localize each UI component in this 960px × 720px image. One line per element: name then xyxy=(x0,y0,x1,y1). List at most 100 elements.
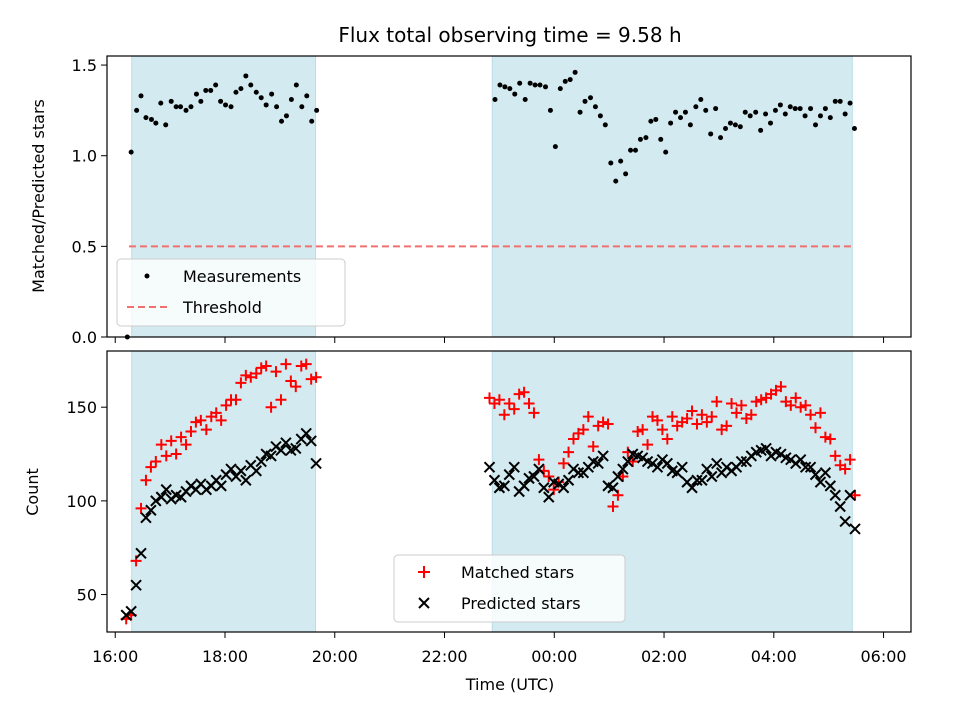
predicted-stars-point xyxy=(483,461,496,473)
predicted-stars-point xyxy=(150,495,162,507)
matched-stars-point xyxy=(265,401,277,413)
measurements-point xyxy=(713,106,719,112)
matched-stars-point xyxy=(567,433,579,445)
matched-stars-point xyxy=(230,394,242,406)
xtick-label: 02:00 xyxy=(641,647,687,666)
matched-stars-point xyxy=(508,403,520,415)
predicted-stars-point xyxy=(809,468,822,481)
matched-stars-point xyxy=(498,409,510,421)
matched-stars-point xyxy=(651,414,663,426)
measurements-point xyxy=(542,84,548,90)
measurements-point xyxy=(763,111,769,117)
measurements-point xyxy=(238,86,244,92)
measurements-point xyxy=(203,87,209,93)
measurements-point xyxy=(648,118,654,124)
bottom-shaded-period-0 xyxy=(131,350,317,633)
measurements-point xyxy=(687,122,693,128)
measurements-point xyxy=(208,87,214,93)
matched-stars-point xyxy=(145,461,157,473)
bottom-panel: 50 100 150 16:00 18:00 20:00 22:00 00:00 02:00 0… xyxy=(23,350,912,694)
measurements-point xyxy=(269,91,275,97)
matched-stars-point xyxy=(800,399,812,411)
predicted-stars-point xyxy=(676,461,688,473)
measurements-point xyxy=(602,122,608,128)
predicted-stars-point xyxy=(305,435,317,447)
predicted-stars-point xyxy=(706,470,718,483)
measurements-point xyxy=(808,106,814,112)
legend-measurements-label: Measurements xyxy=(183,267,301,286)
predicted-stars-point xyxy=(488,474,501,486)
measurements-point xyxy=(668,120,674,126)
measurements-point xyxy=(128,149,134,155)
matched-stars-point xyxy=(260,360,272,372)
matched-stars-point xyxy=(735,399,747,411)
predicted-stars-point xyxy=(829,489,841,501)
matched-stars-point xyxy=(795,401,807,413)
matched-stars-point xyxy=(814,407,826,419)
measurements-point xyxy=(623,171,629,177)
matched-stars-point xyxy=(721,420,733,432)
measurements-point xyxy=(532,82,538,88)
measurements-point xyxy=(628,147,634,153)
measurements-point xyxy=(228,104,234,110)
matched-stars-point xyxy=(582,411,594,423)
measurements-point xyxy=(802,113,808,119)
predicted-stars-point xyxy=(735,455,748,468)
matched-stars-point xyxy=(607,500,619,512)
matched-stars-point xyxy=(632,426,644,438)
matched-stars-point xyxy=(661,433,673,445)
matched-stars-point xyxy=(785,399,797,411)
measurements-point xyxy=(193,91,199,97)
matched-stars-point xyxy=(503,397,515,409)
matched-stars-point xyxy=(250,367,262,379)
measurements-point xyxy=(658,136,664,142)
predicted-stars-point xyxy=(508,461,520,473)
matched-stars-point xyxy=(528,407,540,419)
measurements-point xyxy=(768,120,774,126)
predicted-stars-point xyxy=(844,489,856,501)
predicted-stars-point xyxy=(215,480,227,492)
matched-stars-point xyxy=(175,431,187,443)
measurements-point xyxy=(637,136,643,142)
matched-stars-point xyxy=(305,373,317,385)
measurements-point xyxy=(753,109,759,115)
measurements-point xyxy=(314,107,320,113)
matched-stars-point xyxy=(135,502,147,514)
matched-stars-point xyxy=(513,388,525,400)
predicted-stars-point xyxy=(814,476,827,488)
matched-stars-point xyxy=(190,416,202,428)
measurements-point xyxy=(522,97,528,103)
xtick-label: 18:00 xyxy=(202,647,248,666)
matched-stars-point xyxy=(543,471,555,483)
predicted-stars-point xyxy=(701,463,713,475)
measurements-point xyxy=(737,124,743,130)
measurements-point xyxy=(492,97,498,103)
matched-stars-point xyxy=(533,454,545,466)
legend-predicted-label: Predicted stars xyxy=(461,594,581,613)
measurements-point xyxy=(178,104,184,110)
measurements-point xyxy=(158,100,164,106)
matched-stars-point xyxy=(701,416,713,428)
measurements-point xyxy=(792,106,798,112)
matched-stars-point xyxy=(180,439,192,451)
predicted-stars-point xyxy=(849,523,861,535)
measurements-point xyxy=(507,86,513,92)
measurements-point xyxy=(279,118,285,124)
measurements-point xyxy=(587,95,593,101)
matched-stars-point xyxy=(805,409,817,421)
measurements-point xyxy=(258,95,264,101)
measurements-point xyxy=(138,93,144,99)
measurements-point xyxy=(163,122,169,128)
measurements-point xyxy=(663,149,669,155)
measurements-point xyxy=(263,102,269,108)
matched-stars-point xyxy=(829,450,841,462)
chart-title: Flux total observing time = 9.58 h xyxy=(338,23,681,47)
measurements-point xyxy=(253,89,259,95)
legend-matched-marker xyxy=(418,566,430,578)
measurements-point xyxy=(527,80,533,86)
predicted-stars-point xyxy=(696,474,708,486)
predicted-stars-point xyxy=(562,474,575,486)
matched-stars-point xyxy=(824,433,836,445)
measurements-point xyxy=(299,104,305,110)
measurements-point xyxy=(153,120,159,126)
